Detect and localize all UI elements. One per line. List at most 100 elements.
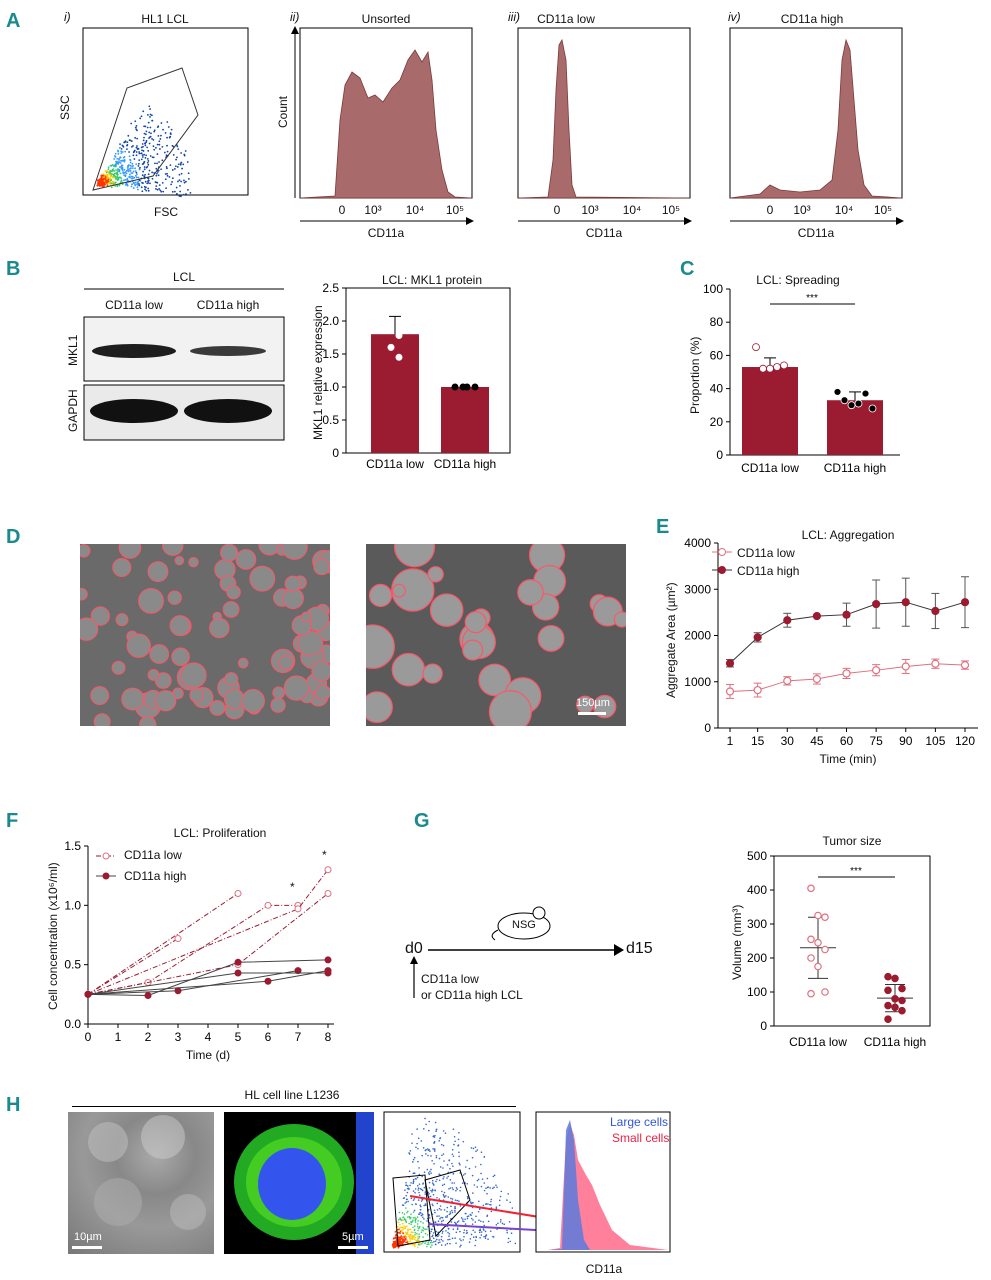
scatter-dot — [487, 1220, 490, 1223]
scatter-dot — [424, 1149, 427, 1152]
scatter-dot — [133, 158, 136, 160]
scatter-dot — [489, 1203, 491, 1206]
scatter-dot — [433, 1209, 436, 1212]
scatter-dot — [171, 181, 173, 183]
scatter-dot — [134, 174, 137, 177]
scatter-dot — [116, 179, 119, 182]
scatter-dot — [183, 153, 186, 156]
scatter-dot — [452, 1188, 454, 1191]
scatter-dot — [417, 1189, 420, 1191]
scatter-dot — [486, 1177, 489, 1180]
scatter-dot — [412, 1226, 414, 1229]
scatter-dot — [414, 1243, 416, 1246]
scatter-dot — [438, 1234, 440, 1236]
scatter-dot — [146, 158, 149, 160]
scatter-dot — [470, 1214, 472, 1217]
ytick-label: 1000 — [684, 675, 711, 689]
scatter-dot — [133, 149, 136, 152]
panel-b-frame — [345, 287, 511, 454]
scatter-dot — [464, 1223, 467, 1225]
scatter-dot — [397, 1228, 399, 1231]
sig-label: *** — [806, 293, 818, 304]
scatter-dot — [465, 1232, 468, 1235]
scatter-dot — [158, 161, 160, 163]
scatter-dot — [449, 1212, 452, 1215]
scatter-dot — [137, 162, 140, 165]
xtick-label: 0 — [85, 1030, 92, 1044]
scatter-dot — [134, 136, 137, 139]
scatter-dot — [134, 167, 136, 170]
aggregate-outline — [162, 544, 184, 556]
scatter-dot — [397, 1246, 400, 1249]
scatter-dot — [131, 175, 134, 178]
tick: 10⁵ — [661, 203, 681, 217]
panel-a-letter: A — [6, 10, 21, 32]
datapoint — [395, 353, 403, 361]
scatter-dot — [416, 1225, 419, 1228]
aggregate-outline — [167, 590, 182, 605]
scatter-dot — [430, 1189, 432, 1192]
datapoint — [324, 889, 332, 897]
scatter-dot — [443, 1191, 446, 1194]
scatter-dot — [147, 181, 150, 184]
scatter-dot — [124, 178, 127, 181]
scatter-dot — [131, 183, 133, 185]
scatter-dot — [124, 150, 127, 153]
scatter-dot — [412, 1190, 415, 1192]
scatter-dot — [166, 136, 168, 139]
scatter-dot — [114, 176, 117, 178]
scatter-dot — [119, 162, 122, 164]
scatter-dot — [427, 1129, 430, 1132]
scatter-dot — [421, 1175, 423, 1178]
scatter-dot — [498, 1199, 501, 1202]
scatter-dot — [407, 1231, 409, 1233]
datapoint — [234, 958, 242, 966]
scatter-dot — [435, 1128, 438, 1131]
scatter-dot — [472, 1219, 474, 1221]
scatter-dot — [453, 1182, 456, 1184]
scatter-dot — [417, 1147, 419, 1150]
scatter-dot — [413, 1198, 416, 1200]
aggregate-outline — [366, 691, 393, 724]
ytick-label: 1.5 — [322, 347, 339, 361]
scatter-dot — [430, 1168, 432, 1171]
panel-a-ii-title: Unsorted — [361, 12, 411, 26]
scatter-dot — [412, 1219, 414, 1222]
scatter-dot — [444, 1216, 447, 1218]
scatter-dot — [425, 1228, 428, 1230]
scatter-dot — [144, 142, 146, 145]
scatter-dot — [160, 190, 163, 193]
scatter-dot — [130, 175, 133, 178]
scatter-dot — [401, 1236, 404, 1238]
scatter-dot — [486, 1214, 489, 1217]
scatter-dot — [439, 1205, 442, 1207]
scatter-dot — [451, 1237, 454, 1240]
scatter-dot — [427, 1243, 430, 1246]
aggregate-outline — [297, 630, 324, 657]
scatter-dot — [102, 174, 105, 177]
ytick-label: 2000 — [684, 629, 711, 643]
datapoint — [264, 901, 272, 909]
scatter-dot — [180, 172, 183, 175]
panel-f-title: LCL: Proliferation — [173, 826, 267, 840]
ytick-label: 0 — [716, 448, 723, 462]
scatter-dot — [424, 1203, 427, 1205]
aggregate-outline — [115, 613, 129, 627]
scatter-dot — [424, 1228, 427, 1231]
scatter-dot — [109, 164, 112, 167]
category-label: CD11a high — [434, 457, 496, 471]
scatter-dot — [407, 1210, 409, 1213]
scatter-dot — [455, 1189, 457, 1192]
datapoint — [395, 332, 403, 340]
scatter-dot — [464, 1166, 467, 1168]
scatter-dot — [146, 126, 149, 129]
ytick-label: 40 — [710, 382, 724, 396]
scatter-dot — [440, 1216, 442, 1219]
scatter-dot — [439, 1166, 442, 1168]
scatter-dot — [131, 162, 134, 165]
aggregate-outline — [220, 544, 239, 562]
scatter-dot — [179, 185, 181, 187]
scatter-dot — [123, 179, 125, 182]
scatter-dot — [132, 151, 135, 154]
scatter-dot — [409, 1240, 412, 1242]
